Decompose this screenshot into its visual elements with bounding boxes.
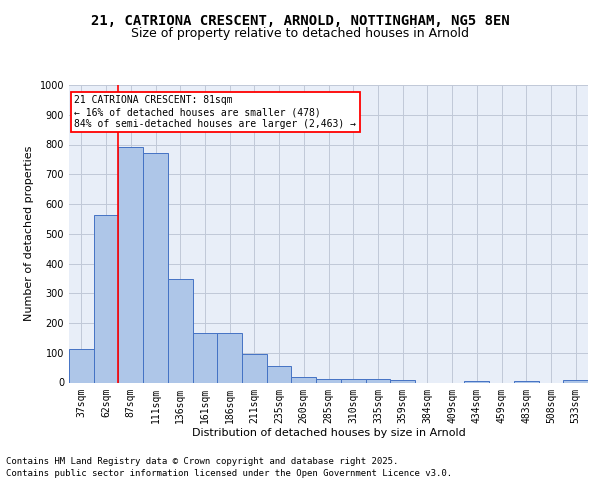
- Bar: [464, 381, 489, 382]
- Bar: [143, 154, 168, 382]
- Bar: [118, 146, 143, 382]
- Bar: [69, 349, 94, 382]
- Bar: [292, 377, 316, 382]
- Text: Size of property relative to detached houses in Arnold: Size of property relative to detached ho…: [131, 27, 469, 40]
- Text: 21, CATRIONA CRESCENT, ARNOLD, NOTTINGHAM, NG5 8EN: 21, CATRIONA CRESCENT, ARNOLD, NOTTINGHA…: [91, 14, 509, 28]
- Bar: [193, 332, 217, 382]
- Bar: [217, 332, 242, 382]
- Bar: [341, 378, 365, 382]
- Bar: [168, 279, 193, 382]
- Bar: [316, 378, 341, 382]
- Bar: [514, 381, 539, 382]
- Bar: [563, 380, 588, 382]
- Bar: [94, 216, 118, 382]
- Bar: [365, 379, 390, 382]
- Text: Contains HM Land Registry data © Crown copyright and database right 2025.: Contains HM Land Registry data © Crown c…: [6, 457, 398, 466]
- X-axis label: Distribution of detached houses by size in Arnold: Distribution of detached houses by size …: [191, 428, 466, 438]
- Y-axis label: Number of detached properties: Number of detached properties: [24, 146, 34, 322]
- Text: 21 CATRIONA CRESCENT: 81sqm
← 16% of detached houses are smaller (478)
84% of se: 21 CATRIONA CRESCENT: 81sqm ← 16% of det…: [74, 96, 356, 128]
- Bar: [267, 366, 292, 382]
- Text: Contains public sector information licensed under the Open Government Licence v3: Contains public sector information licen…: [6, 469, 452, 478]
- Bar: [242, 354, 267, 382]
- Bar: [390, 380, 415, 382]
